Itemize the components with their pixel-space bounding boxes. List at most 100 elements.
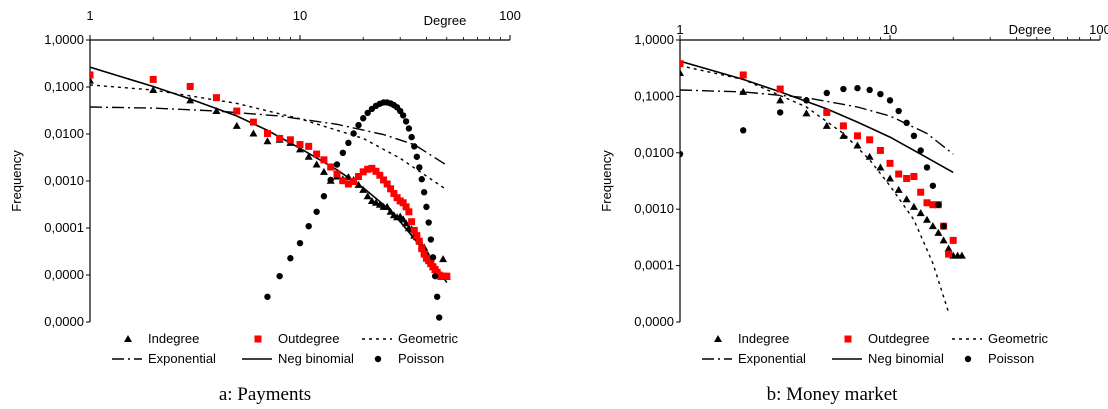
outdegree-point	[853, 132, 861, 140]
poisson-point	[345, 139, 352, 147]
indegree-point	[232, 121, 241, 129]
indegree-point	[802, 109, 811, 117]
poisson-point	[276, 272, 283, 280]
indegree-point	[399, 215, 408, 223]
outdegree-point	[680, 60, 684, 68]
poisson-point	[425, 219, 432, 226]
indegree-point	[939, 236, 948, 244]
outdegree-point	[929, 201, 937, 209]
outdegree-point	[439, 272, 447, 280]
poisson-point	[416, 164, 423, 171]
outdegree-point	[339, 177, 347, 185]
x-axis-title: Degree	[1009, 22, 1052, 37]
poisson-point	[413, 153, 421, 160]
outdegree-point	[390, 189, 398, 197]
indegree-point	[776, 96, 785, 104]
x-tick-label: 10	[883, 22, 897, 37]
poisson-point	[740, 127, 747, 134]
indegree-point	[402, 219, 411, 227]
outdegree-point	[355, 173, 363, 181]
indegree-point	[944, 244, 953, 252]
outdegree-point	[313, 150, 321, 158]
x-tick-label: 10	[293, 8, 307, 23]
outdegree-point	[839, 122, 847, 130]
legend-label: Poisson	[398, 351, 444, 366]
outdegree-point	[276, 134, 284, 142]
outdegree-point	[364, 165, 372, 173]
poisson-point	[429, 254, 437, 261]
legend-marker	[124, 335, 132, 342]
indegree-point	[383, 202, 392, 210]
y-tick-label: 0,0100	[44, 126, 84, 141]
indegree-point	[957, 251, 966, 259]
indegree-point	[916, 209, 925, 217]
poisson-point	[399, 112, 407, 119]
outdegree-point	[886, 159, 894, 167]
outdegree-point	[866, 136, 874, 144]
chart-money-market: 1 10 100 1,0000 0,1000 0,0100 0,0010 0,0001 0,0…	[599, 22, 1108, 405]
outdegree-point	[296, 141, 304, 149]
y-tick-label: 0,0000	[44, 267, 84, 282]
indegree-point	[319, 167, 328, 175]
legend: Indegree Outdegree Geometric Exponential Neg…	[112, 331, 458, 366]
outdegree-point	[90, 71, 94, 79]
outdegree-point	[387, 185, 395, 193]
caption: a: Payments	[219, 384, 311, 405]
poisson-point	[680, 150, 684, 158]
indegree-point	[304, 152, 313, 160]
legend-item-negbinomial: Neg binomial	[832, 351, 944, 366]
legend-marker	[254, 335, 262, 343]
legend-item-exponential: Exponential	[112, 351, 216, 366]
legend: Indegree Outdegree Geometric Exponential Neg…	[702, 331, 1048, 366]
indegree-point	[354, 180, 363, 188]
legend-item-geometric: Geometric	[362, 331, 458, 346]
outdegree-point	[320, 156, 328, 164]
outdegree-point	[344, 180, 352, 188]
outdegree-point	[876, 146, 884, 154]
poisson-point	[418, 176, 425, 183]
legend-item-poisson: Poisson	[374, 351, 444, 366]
legend-item-indegree: Indegree	[124, 331, 199, 346]
poisson-point	[910, 132, 918, 140]
outdegree-point	[305, 142, 313, 150]
outdegree-point	[408, 218, 416, 226]
poisson-point	[320, 193, 328, 200]
outdegree-point	[949, 236, 957, 244]
legend-marker	[374, 355, 382, 363]
y-tick-label: 0,0000	[634, 314, 674, 329]
indegree-point	[902, 195, 911, 203]
poisson-point	[411, 143, 418, 150]
legend-label: Geometric	[398, 331, 458, 346]
y-tick-label: 0,0100	[634, 145, 674, 160]
outdegree-point	[413, 232, 421, 240]
indegree-point	[876, 163, 885, 171]
outdegree-point	[186, 82, 194, 90]
poisson-point	[427, 236, 435, 243]
legend-label: Indegree	[148, 331, 199, 346]
y-tick-label: 0,0010	[634, 201, 674, 216]
outdegree-point	[376, 171, 384, 179]
poisson-point	[840, 85, 847, 93]
outdegree-point	[249, 118, 257, 126]
indegree-point	[296, 145, 304, 153]
poisson-point	[305, 222, 312, 230]
poisson-point	[423, 203, 430, 211]
indegree-point	[853, 141, 862, 149]
poisson-point	[940, 222, 947, 230]
indegree-point	[934, 228, 943, 236]
exponential-line	[90, 106, 448, 166]
y-tick-label: 0,0010	[44, 173, 84, 188]
x-tick-label: 1	[676, 22, 683, 37]
geometric-line	[680, 65, 950, 313]
legend-label: Exponential	[148, 351, 216, 366]
poisson-point	[877, 90, 884, 98]
poisson-point	[350, 130, 357, 137]
poisson-point	[431, 272, 439, 280]
legend-label: Neg binomial	[868, 351, 944, 366]
poisson-point	[886, 97, 894, 104]
y-tick-label: 0,1000	[634, 88, 674, 103]
indegree-point	[865, 152, 874, 160]
indegree-point	[886, 174, 894, 182]
outdegree-point	[372, 167, 380, 175]
outdegree-point	[333, 170, 341, 178]
